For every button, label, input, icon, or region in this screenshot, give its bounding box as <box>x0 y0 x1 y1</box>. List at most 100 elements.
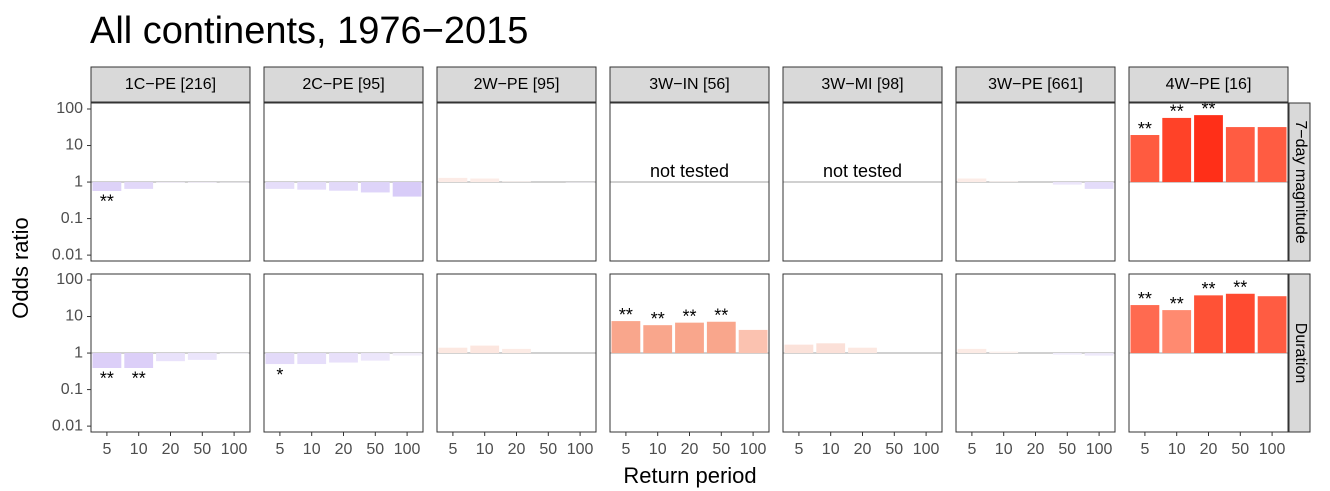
bar <box>156 353 185 362</box>
bar <box>738 329 768 354</box>
bar <box>989 181 1019 183</box>
x-tick-label: 10 <box>822 441 840 458</box>
bar <box>1052 182 1082 185</box>
y-tick-label: 0.1 <box>61 210 83 227</box>
facet-strip <box>1128 66 1289 103</box>
x-tick-label: 50 <box>539 441 557 458</box>
facet-strip <box>609 66 770 103</box>
x-tick-label: 20 <box>681 441 699 458</box>
bar <box>1194 295 1223 354</box>
x-tick-label: 100 <box>740 441 767 458</box>
x-tick-label: 100 <box>1259 441 1286 458</box>
y-tick-label: 0.01 <box>52 246 83 263</box>
facet-strip <box>955 66 1116 103</box>
bar <box>360 353 390 361</box>
bar <box>784 344 814 354</box>
bar <box>92 182 122 191</box>
facet-label: 3W−MI [98] <box>821 76 903 93</box>
bar <box>611 321 641 354</box>
y-tick-label: 100 <box>56 100 83 117</box>
panel-frame <box>609 273 770 433</box>
facet-label: 3W−IN [56] <box>649 76 729 93</box>
panel-frame <box>263 273 424 433</box>
significance-label: ** <box>132 369 146 389</box>
panel-note: not tested <box>650 161 729 181</box>
panel-frame <box>955 273 1116 433</box>
panel-frame <box>90 102 251 262</box>
x-tick-label: 5 <box>621 441 630 458</box>
bar <box>957 178 987 183</box>
panel-frame <box>609 102 770 262</box>
bar <box>187 353 217 360</box>
significance-label: ** <box>619 305 633 325</box>
x-tick-label: 20 <box>1027 441 1045 458</box>
y-tick-label: 10 <box>65 137 83 154</box>
facet-label: 4W−PE [16] <box>1166 76 1252 93</box>
x-tick-label: 20 <box>162 441 180 458</box>
bar <box>124 182 154 189</box>
bar <box>297 182 327 190</box>
x-tick-label: 10 <box>649 441 667 458</box>
bar <box>92 353 122 368</box>
facet-label: 2C−PE [95] <box>302 76 384 93</box>
significance-label: ** <box>682 306 696 326</box>
significance-label: ** <box>1201 279 1215 299</box>
facet-strip <box>436 66 597 103</box>
bar <box>470 178 500 183</box>
bar <box>265 353 295 365</box>
significance-label: ** <box>714 305 728 325</box>
bar <box>1162 117 1192 183</box>
significance-label: ** <box>100 192 114 212</box>
bar <box>470 345 500 354</box>
bar <box>329 182 358 191</box>
y-tick-label: 0.01 <box>52 417 83 434</box>
bar <box>1257 296 1287 354</box>
significance-label: ** <box>1201 99 1215 119</box>
bar <box>989 351 1019 354</box>
x-tick-label: 50 <box>1058 441 1076 458</box>
x-tick-label: 50 <box>193 441 211 458</box>
bar <box>1162 310 1192 354</box>
bar <box>297 353 327 365</box>
x-tick-label: 5 <box>275 441 284 458</box>
x-tick-label: 10 <box>476 441 494 458</box>
bar <box>706 321 736 354</box>
bar <box>1257 127 1287 183</box>
bar <box>848 347 877 354</box>
bar <box>957 348 987 354</box>
bar <box>219 353 249 354</box>
panel-frame <box>782 102 943 262</box>
bar <box>438 347 468 354</box>
significance-label: ** <box>1170 294 1184 314</box>
x-tick-label: 10 <box>1168 441 1186 458</box>
panel-frame <box>1128 102 1289 262</box>
y-axis-label: Odds ratio <box>8 217 33 319</box>
bar <box>1130 135 1160 183</box>
bar <box>329 353 358 363</box>
bar <box>265 182 295 189</box>
bar <box>675 322 704 354</box>
bar <box>816 343 846 354</box>
significance-label: ** <box>1138 119 1152 139</box>
x-tick-label: 100 <box>394 441 421 458</box>
x-tick-label: 100 <box>221 441 248 458</box>
facet-strip <box>90 66 251 103</box>
bar <box>1130 305 1160 354</box>
x-tick-label: 100 <box>567 441 594 458</box>
x-tick-label: 5 <box>448 441 457 458</box>
x-tick-label: 50 <box>366 441 384 458</box>
x-tick-label: 50 <box>1231 441 1249 458</box>
facet-strip <box>1288 102 1311 262</box>
significance-label: * <box>276 365 283 385</box>
bar <box>502 181 531 183</box>
x-tick-label: 20 <box>508 441 526 458</box>
panel-frame <box>1128 273 1289 433</box>
x-tick-label: 5 <box>967 441 976 458</box>
bar <box>1225 127 1255 183</box>
x-tick-label: 20 <box>335 441 353 458</box>
panel-frame <box>436 102 597 262</box>
bar <box>156 182 185 183</box>
panel-frame <box>782 273 943 433</box>
y-tick-label: 0.1 <box>61 381 83 398</box>
